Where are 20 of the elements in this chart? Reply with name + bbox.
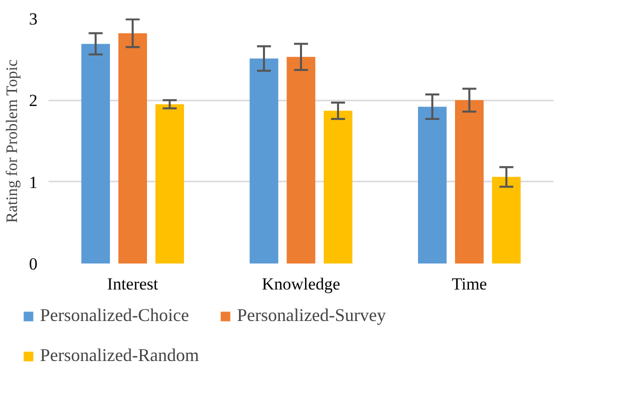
bar [286, 56, 316, 264]
y-tick-label: 3 [29, 10, 38, 28]
x-tick-label: Time [452, 274, 487, 294]
legend-label: Personalized-Random [40, 345, 199, 366]
y-axis-title: Rating for Problem Topic [4, 59, 21, 223]
bar [250, 58, 278, 264]
y-tick-label: 2 [29, 91, 38, 110]
y-tick-label: 1 [29, 172, 38, 192]
x-tick-label: Knowledge [262, 274, 340, 294]
bar [418, 106, 447, 264]
bar [118, 33, 147, 264]
legend-label: Personalized-Choice [40, 305, 189, 326]
bar [455, 100, 484, 264]
bar [492, 176, 521, 264]
bar [324, 110, 352, 264]
bar [155, 104, 184, 264]
y-tick-label: 0 [29, 254, 38, 274]
legend-label: Personalized-Survey [236, 305, 386, 326]
x-tick-label: Interest [107, 274, 158, 294]
bar [81, 44, 110, 264]
